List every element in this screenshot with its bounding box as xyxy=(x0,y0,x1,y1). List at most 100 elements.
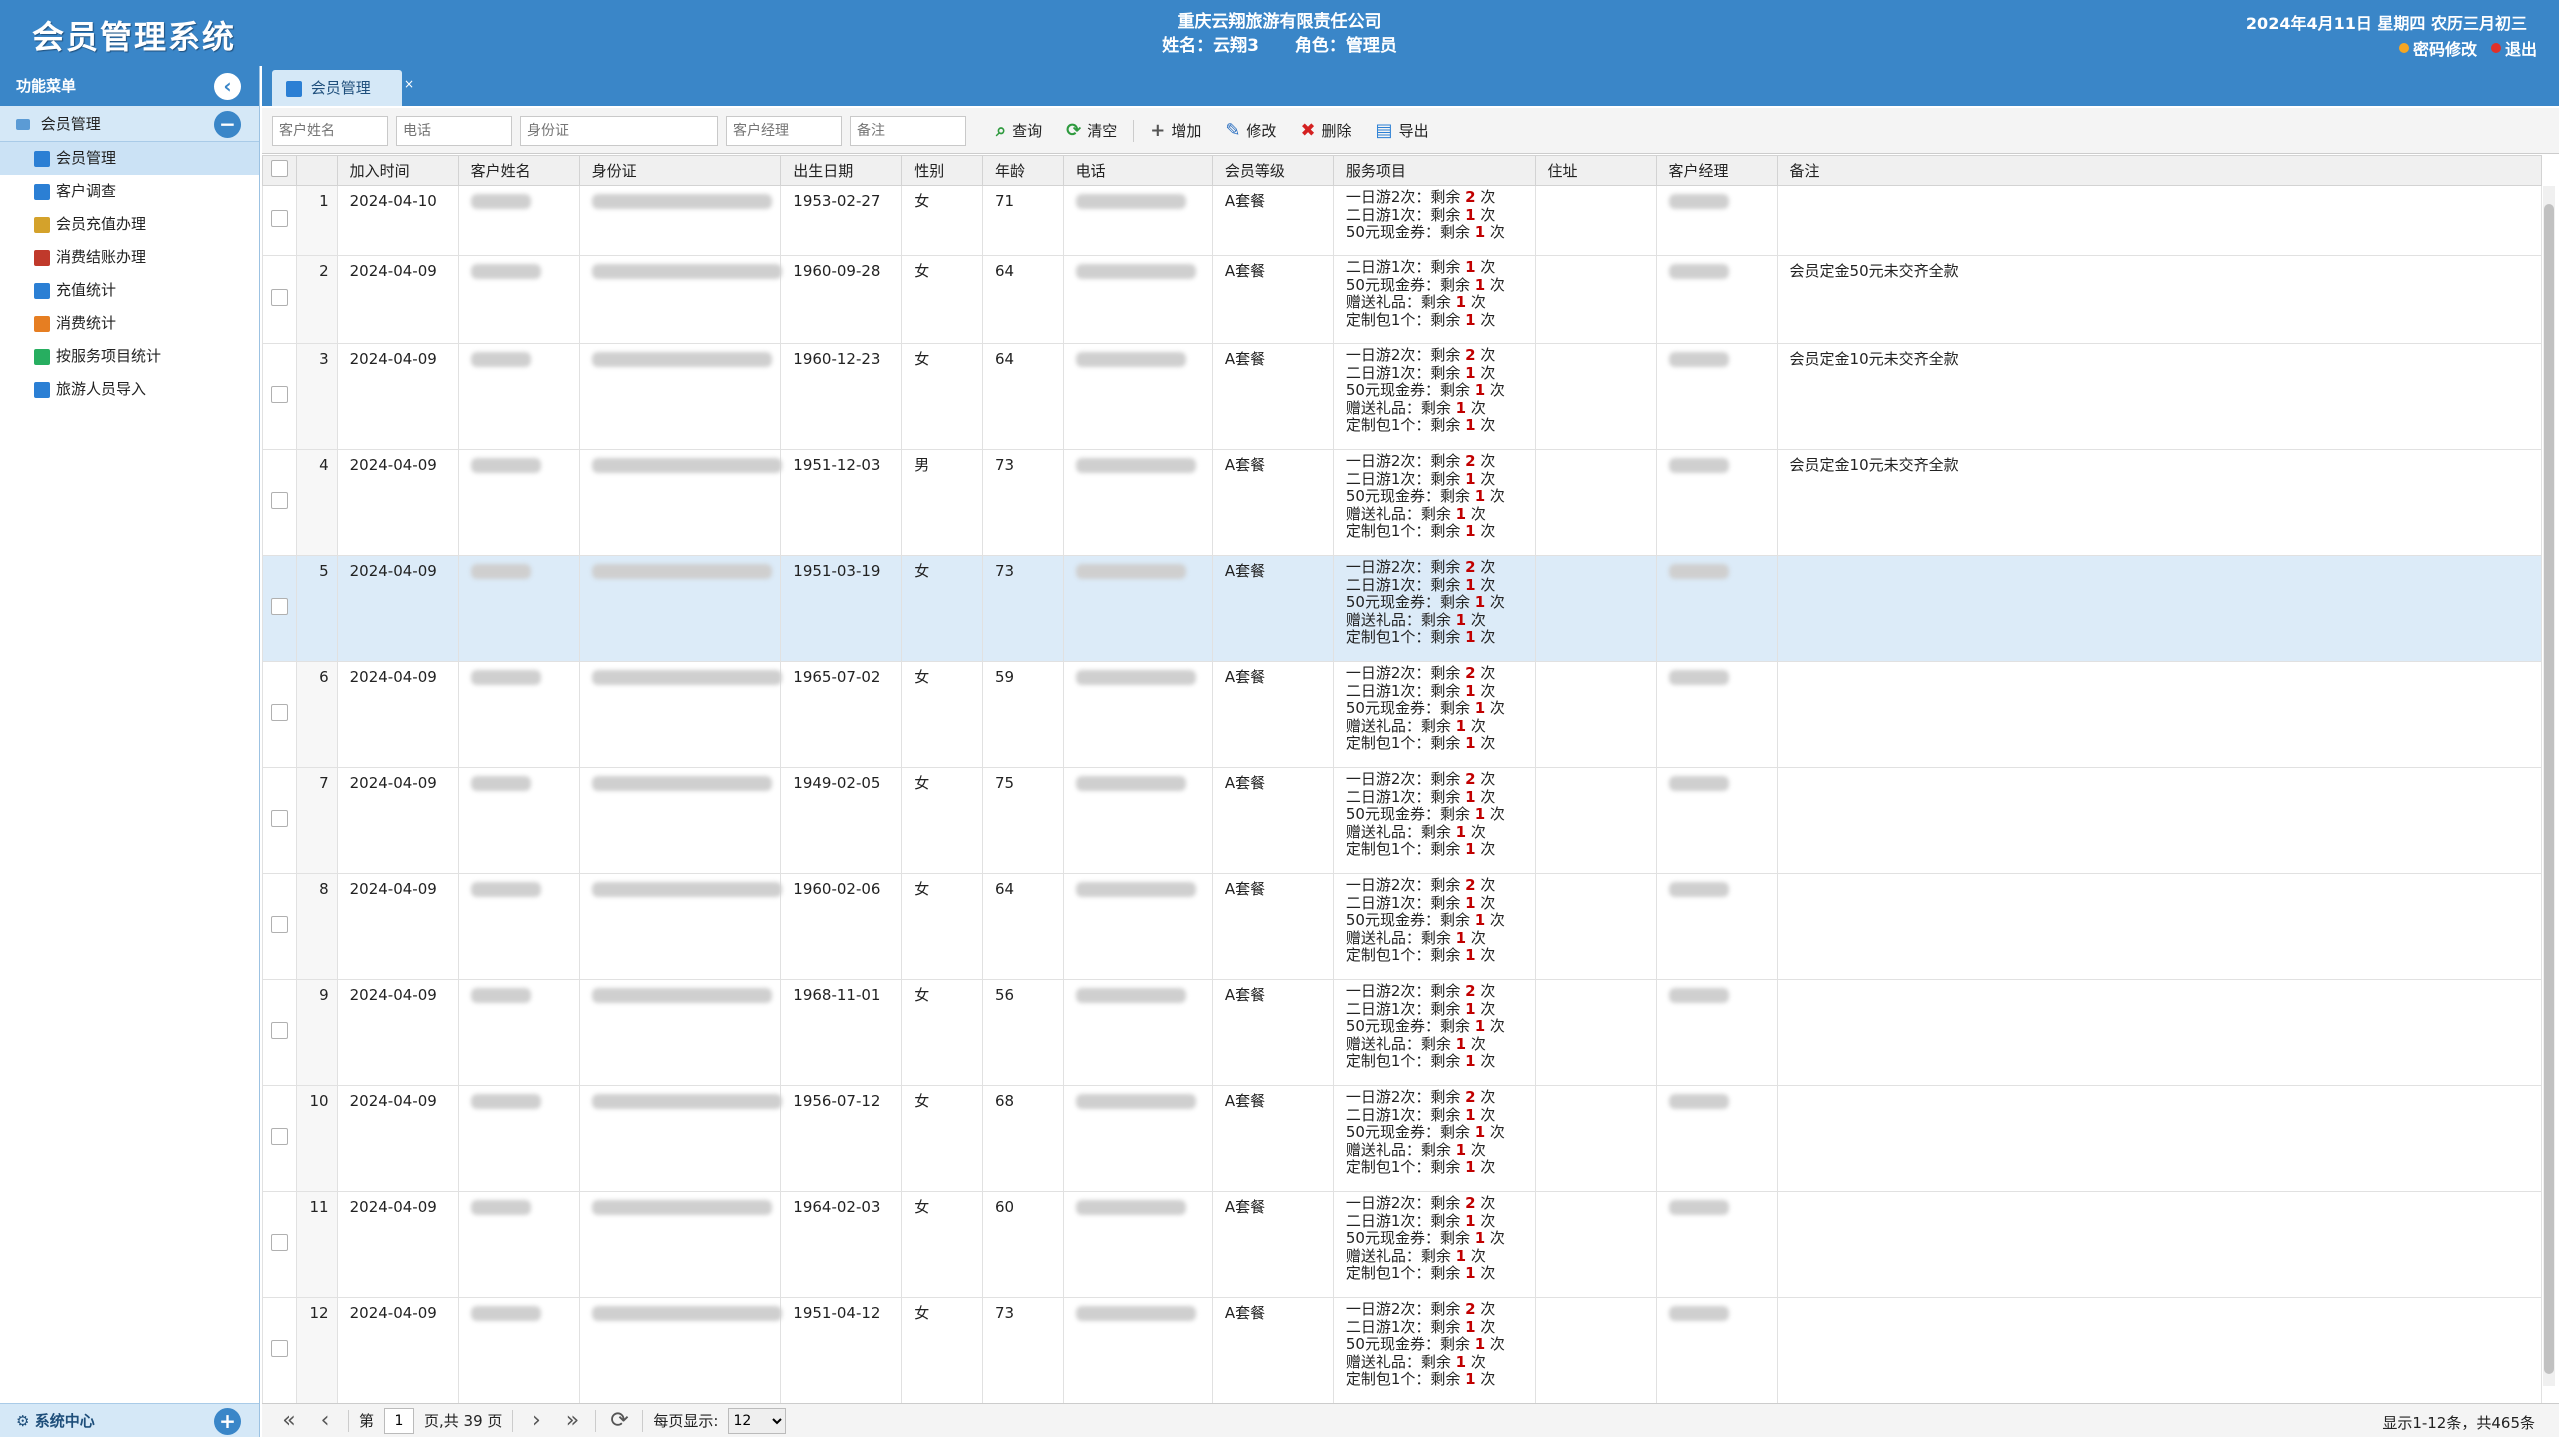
customer-name-input[interactable] xyxy=(272,115,388,146)
collapse-sidebar-button[interactable]: ‹ xyxy=(214,73,241,100)
redacted-name xyxy=(470,352,531,367)
row-checkbox[interactable] xyxy=(262,343,298,450)
select-all-checkbox[interactable] xyxy=(262,155,298,186)
column-header[interactable]: 身份证 xyxy=(578,155,782,186)
sidebar-item[interactable]: 消费统计 xyxy=(0,307,259,340)
column-header[interactable]: 出生日期 xyxy=(780,155,903,186)
table-row[interactable]: 1 2024-04-10 1953-02-27 女 71 A套餐 一日游2次：剩余 2 次二… xyxy=(262,185,2542,256)
row-checkbox[interactable] xyxy=(262,555,298,662)
row-checkbox[interactable] xyxy=(262,1297,298,1403)
table-row[interactable]: 12 2024-04-09 1951-04-12 女 73 A套餐 一日游2次：剩余 2 次… xyxy=(262,1297,2542,1403)
money-icon xyxy=(34,216,50,233)
row-number: 3 xyxy=(296,343,338,450)
pager-divider xyxy=(595,1409,597,1432)
table-row[interactable]: 6 2024-04-09 1965-07-02 女 59 A套餐 一日游2次：剩余 2 次二… xyxy=(262,661,2542,768)
table-row[interactable]: 8 2024-04-09 1960-02-06 女 64 A套餐 一日游2次：剩余 2 次二… xyxy=(262,873,2542,980)
service-item-line: 二日游1次：剩余 1 次 xyxy=(1345,205,1496,224)
manager-input[interactable] xyxy=(726,115,842,146)
company-info: 重庆云翔旅游有限责任公司 姓名：云翔3 角色：管理员 xyxy=(0,10,2559,58)
note-cell xyxy=(1776,185,2542,256)
refresh-icon: ⟳ xyxy=(1066,120,1082,141)
edit-button[interactable]: ✎ 修改 xyxy=(1225,120,1277,141)
column-header[interactable]: 会员等级 xyxy=(1211,155,1334,186)
column-header[interactable]: 加入时间 xyxy=(336,155,459,186)
column-header[interactable]: 服务项目 xyxy=(1332,155,1536,186)
row-checkbox[interactable] xyxy=(262,979,298,1086)
id-card-input[interactable] xyxy=(520,115,718,146)
service-item-line: 一日游2次：剩余 2 次 xyxy=(1345,1194,1496,1212)
service-items-cell: 一日游2次：剩余 2 次二日游1次：剩余 1 次 50元现金券：剩余 1 次赠送礼… xyxy=(1332,449,1536,556)
redacted-name xyxy=(470,988,531,1003)
customer-name-cell xyxy=(457,767,580,874)
manager-cell xyxy=(1655,185,1778,256)
next-page-icon[interactable]: › xyxy=(532,1408,541,1433)
phone-input[interactable] xyxy=(396,115,512,146)
age-cell: 75 xyxy=(981,767,1064,874)
sidebar-item[interactable]: 客户调查 xyxy=(0,175,259,208)
per-page-select[interactable]: 12 xyxy=(728,1407,787,1434)
column-header[interactable]: 客户姓名 xyxy=(457,155,580,186)
scrollbar-thumb[interactable] xyxy=(2544,204,2554,1374)
power-icon xyxy=(2490,43,2501,53)
row-checkbox[interactable] xyxy=(262,185,298,256)
redacted-id xyxy=(591,1306,782,1321)
table-row[interactable]: 10 2024-04-09 1956-07-12 女 68 A套餐 一日游2次：剩余 2 次… xyxy=(262,1085,2542,1192)
refresh-icon[interactable]: ⟳ xyxy=(610,1408,629,1433)
row-checkbox[interactable] xyxy=(262,661,298,768)
redacted-phone xyxy=(1075,776,1186,791)
logout-link[interactable]: 退出 xyxy=(2490,36,2537,60)
page-number-input[interactable] xyxy=(384,1407,415,1434)
app-logo: 会员管理系统 xyxy=(32,18,237,56)
redacted-phone xyxy=(1075,458,1196,473)
excel-icon: ▤ xyxy=(1375,120,1393,141)
service-item-line: 50元现金券：剩余 1 次 xyxy=(1345,487,1505,506)
change-password-link[interactable]: 密码修改 xyxy=(2398,36,2477,60)
row-checkbox[interactable] xyxy=(262,767,298,874)
collapse-group-button[interactable]: − xyxy=(214,111,241,138)
column-header[interactable]: 住址 xyxy=(1534,155,1657,186)
table-row[interactable]: 7 2024-04-09 1949-02-05 女 75 A套餐 一日游2次：剩余 2 次二… xyxy=(262,767,2542,874)
row-checkbox[interactable] xyxy=(262,449,298,556)
row-checkbox[interactable] xyxy=(262,873,298,980)
sidebar-group-member[interactable]: 会员管理 − xyxy=(0,106,259,142)
note-input[interactable] xyxy=(850,115,966,146)
age-cell: 73 xyxy=(981,555,1064,662)
export-button[interactable]: ▤ 导出 xyxy=(1375,120,1429,141)
sidebar-item[interactable]: 会员充值办理 xyxy=(0,208,259,241)
table-row[interactable]: 3 2024-04-09 1960-12-23 女 64 A套餐 一日游2次：剩余 2 次二… xyxy=(262,343,2542,450)
column-header[interactable]: 备注 xyxy=(1776,155,2542,186)
note-cell xyxy=(1776,1297,2542,1403)
tab-member-management[interactable]: 会员管理 × xyxy=(272,70,414,106)
sidebar-item[interactable]: 会员管理 xyxy=(0,142,259,175)
column-header[interactable]: 性别 xyxy=(901,155,983,186)
sidebar-footer-system[interactable]: ⚙ 系统中心 + xyxy=(0,1403,259,1437)
prev-page-icon[interactable]: ‹ xyxy=(320,1408,330,1433)
last-page-icon[interactable]: » xyxy=(565,1408,580,1433)
first-page-icon[interactable]: « xyxy=(282,1408,296,1433)
row-checkbox[interactable] xyxy=(262,1191,298,1298)
row-checkbox[interactable] xyxy=(262,1085,298,1192)
service-item-line: 50元现金券：剩余 1 次 xyxy=(1345,275,1505,294)
sidebar-item[interactable]: 按服务项目统计 xyxy=(0,340,259,373)
row-checkbox[interactable] xyxy=(262,255,298,344)
vertical-scrollbar[interactable] xyxy=(2543,186,2555,1386)
column-header[interactable]: 年龄 xyxy=(981,155,1064,186)
sidebar-item[interactable]: 消费结账办理 xyxy=(0,241,259,274)
table-row[interactable]: 5 2024-04-09 1951-03-19 女 73 A套餐 一日游2次：剩余 2 次二… xyxy=(262,555,2542,662)
column-header[interactable]: 电话 xyxy=(1062,155,1213,186)
close-tab-icon[interactable]: × xyxy=(403,77,414,91)
sidebar-group-label: 会员管理 xyxy=(40,115,101,133)
column-header[interactable]: 客户经理 xyxy=(1655,155,1778,186)
delete-button[interactable]: ✖ 删除 xyxy=(1300,120,1352,141)
table-row[interactable]: 11 2024-04-09 1964-02-03 女 60 A套餐 一日游2次：剩余 2 次… xyxy=(262,1191,2542,1298)
table-row[interactable]: 4 2024-04-09 1951-12-03 男 73 A套餐 一日游2次：剩余 2 次二… xyxy=(262,449,2542,556)
add-button[interactable]: + 增加 xyxy=(1150,120,1202,141)
expand-system-button[interactable]: + xyxy=(214,1408,241,1435)
clear-button[interactable]: ⟳ 清空 xyxy=(1066,120,1118,141)
redacted-phone xyxy=(1075,352,1186,367)
table-row[interactable]: 9 2024-04-09 1968-11-01 女 56 A套餐 一日游2次：剩余 2 次二… xyxy=(262,979,2542,1086)
search-button[interactable]: ⌕ 查询 xyxy=(996,120,1043,141)
sidebar-item[interactable]: 旅游人员导入 xyxy=(0,373,259,406)
sidebar-item[interactable]: 充值统计 xyxy=(0,274,259,307)
